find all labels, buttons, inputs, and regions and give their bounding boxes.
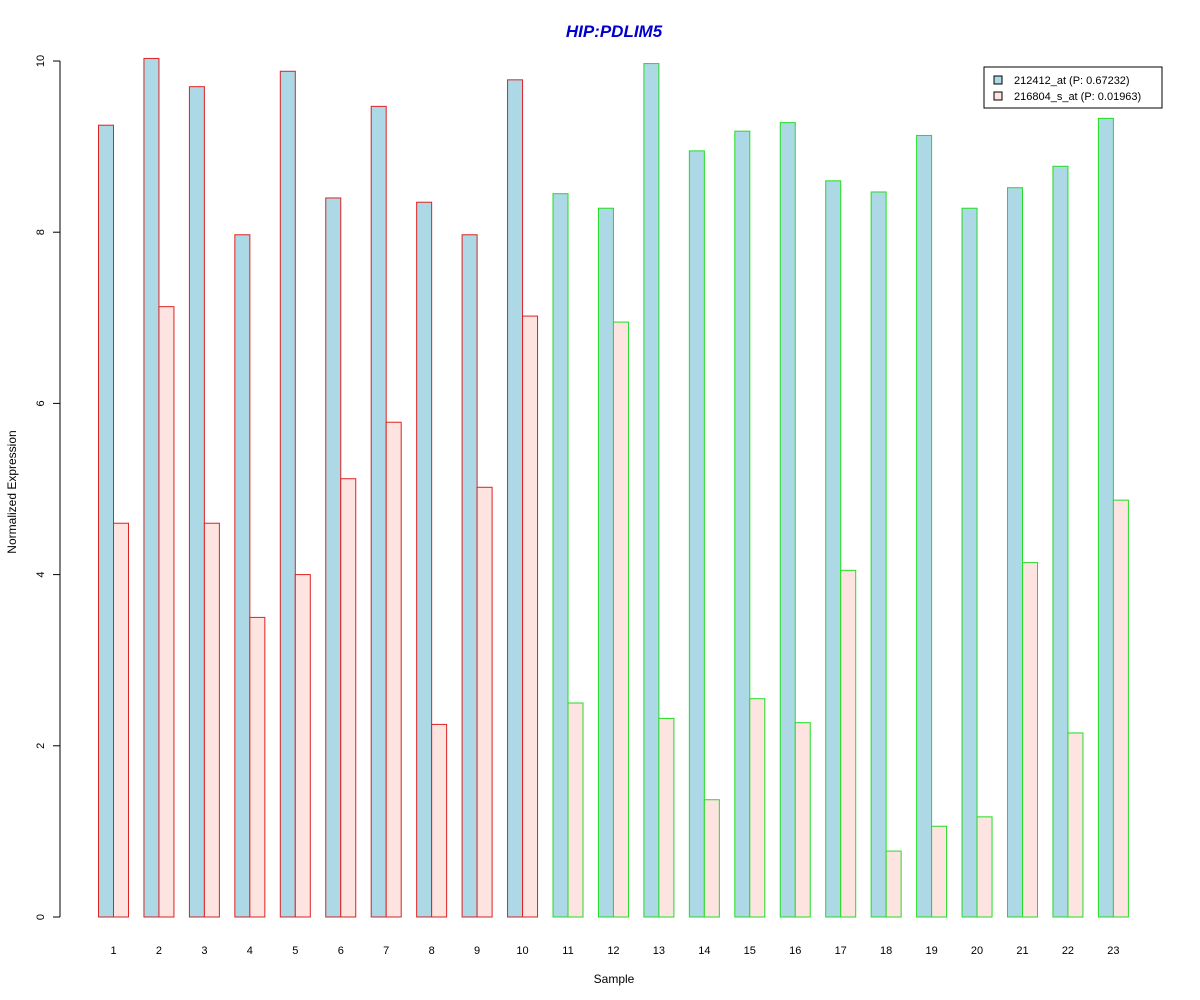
bar-216804-s-at-sample-1 [113, 522, 129, 918]
bar-216804-s-at-sample-10 [522, 315, 539, 918]
bar-212412-at-sample-6 [325, 197, 342, 918]
bar-212412-at-sample-15 [734, 130, 751, 918]
bar-212412-at-sample-10 [507, 79, 524, 918]
legend-label-212412-at: 212412_at (P: 0.67232) [1014, 75, 1130, 87]
y-tick-label-8: 8 [35, 229, 47, 235]
bar-212412-at-sample-18 [870, 191, 887, 918]
x-tick-label-13: 13 [653, 945, 665, 957]
x-tick-label-14: 14 [698, 945, 710, 957]
bar-216804-s-at-sample-13 [658, 717, 675, 918]
x-tick-label-3: 3 [201, 945, 207, 957]
y-tick-label-10: 10 [35, 55, 47, 67]
bar-216804-s-at-sample-14 [703, 799, 720, 918]
legend-swatch-216804-s-at [993, 91, 1003, 101]
bar-216804-s-at-sample-21 [1022, 562, 1038, 918]
legend-label-216804-s-at: 216804_s_at (P: 0.01963) [1014, 91, 1141, 103]
bar-212412-at-sample-7 [370, 105, 387, 918]
bar-216804-s-at-sample-22 [1067, 732, 1084, 918]
x-tick-label-15: 15 [744, 945, 756, 957]
x-tick-label-1: 1 [110, 945, 116, 957]
x-tick-label-8: 8 [429, 945, 435, 957]
x-tick-label-7: 7 [383, 945, 389, 957]
bar-212412-at-sample-23 [1097, 117, 1114, 918]
x-tick-label-23: 23 [1107, 945, 1119, 957]
bar-212412-at-sample-20 [961, 207, 978, 918]
x-tick-label-9: 9 [474, 945, 480, 957]
x-tick-label-17: 17 [835, 945, 847, 957]
bar-212412-at-sample-5 [279, 70, 296, 918]
x-tick-label-5: 5 [292, 945, 298, 957]
bar-216804-s-at-sample-2 [158, 306, 175, 918]
legend-box [983, 66, 1163, 109]
bar-216804-s-at-sample-12 [612, 321, 629, 918]
bar-216804-s-at-sample-16 [794, 722, 811, 918]
plot-area [98, 57, 1129, 918]
x-tick-label-11: 11 [562, 945, 573, 957]
y-tick-label-2: 2 [35, 743, 47, 749]
x-tick-label-2: 2 [156, 945, 162, 957]
bar-212412-at-sample-17 [825, 180, 842, 918]
bar-216804-s-at-sample-7 [385, 421, 402, 918]
bar-212412-at-sample-8 [416, 201, 433, 918]
x-tick-label-6: 6 [338, 945, 344, 957]
bar-212412-at-sample-9 [461, 234, 478, 918]
bar-216804-s-at-sample-4 [249, 616, 266, 918]
x-tick-label-18: 18 [880, 945, 892, 957]
bar-216804-s-at-sample-20 [976, 816, 993, 918]
bar-216804-s-at-sample-3 [203, 522, 220, 918]
bar-216804-s-at-sample-23 [1112, 499, 1129, 918]
x-tick-label-20: 20 [971, 945, 983, 957]
bar-212412-at-sample-13 [643, 63, 660, 918]
x-axis-title: Sample [594, 972, 635, 986]
legend-swatch-212412-at [993, 75, 1003, 85]
x-tick-label-19: 19 [925, 945, 937, 957]
chart-title: HIP:PDLIM5 [566, 22, 663, 41]
bar-212412-at-sample-19 [916, 134, 933, 918]
bar-212412-at-sample-16 [779, 122, 796, 918]
x-tick-label-21: 21 [1016, 945, 1028, 957]
bar-212412-at-sample-3 [188, 86, 205, 918]
bar-212412-at-sample-12 [597, 207, 614, 918]
y-axis: 0 2 4 6 8 10 [35, 55, 61, 920]
y-tick-label-0: 0 [35, 914, 47, 920]
bar-212412-at-sample-22 [1052, 165, 1069, 918]
bar-216804-s-at-sample-8 [431, 723, 448, 918]
x-tick-label-4: 4 [247, 945, 253, 957]
bar-212412-at-sample-21 [1007, 187, 1023, 918]
bar-212412-at-sample-14 [688, 150, 705, 918]
bar-212412-at-sample-1 [98, 124, 114, 918]
x-tick-label-12: 12 [607, 945, 619, 957]
bar-212412-at-sample-11 [552, 193, 569, 918]
bar-216804-s-at-sample-19 [931, 825, 948, 918]
bar-216804-s-at-sample-11 [567, 702, 584, 918]
x-tick-label-10: 10 [516, 945, 528, 957]
bar-212412-at-sample-2 [143, 57, 160, 918]
y-tick-label-6: 6 [35, 400, 47, 406]
legend: 212412_at (P: 0.67232) 216804_s_at (P: 0… [983, 66, 1163, 109]
bar-216804-s-at-sample-6 [340, 478, 357, 918]
x-tick-label-16: 16 [789, 945, 801, 957]
y-axis-title: Normalized Expression [5, 430, 19, 553]
y-tick-label-4: 4 [35, 572, 47, 578]
x-tick-label-22: 22 [1062, 945, 1074, 957]
bar-216804-s-at-sample-17 [840, 569, 857, 918]
bar-212412-at-sample-4 [234, 234, 251, 918]
bar-216804-s-at-sample-9 [476, 486, 493, 918]
bar-216804-s-at-sample-5 [294, 574, 311, 918]
bar-216804-s-at-sample-18 [885, 850, 902, 918]
x-axis: 1 2 3 4 5 6 7 8 9 10 11 12 13 14 15 16 17 18 19 20 21 22 23 [110, 945, 1119, 957]
bar-216804-s-at-sample-15 [749, 698, 766, 918]
